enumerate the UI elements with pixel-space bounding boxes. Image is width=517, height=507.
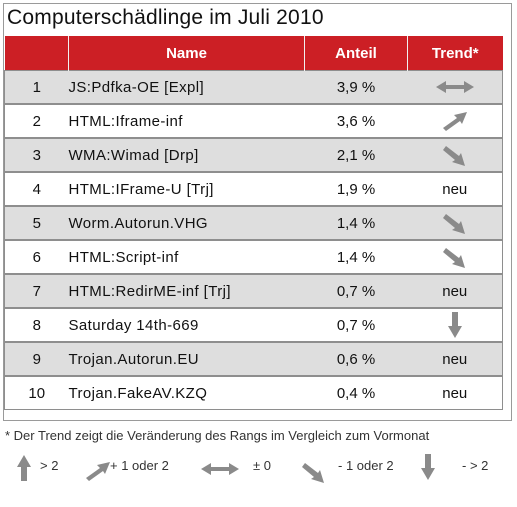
header-share: Anteil xyxy=(304,36,408,71)
name-cell: Trojan.Autorun.EU xyxy=(68,342,305,376)
name-cell: WMA:Wimad [Drp] xyxy=(68,138,305,172)
trend-cell: neu xyxy=(407,376,503,410)
header-trend: Trend* xyxy=(407,36,503,71)
rank-cell: 9 xyxy=(4,342,69,376)
arrow-both-icon xyxy=(201,463,239,475)
name-cell: Saturday 14th-669 xyxy=(68,308,305,342)
arrow-down-right-icon xyxy=(442,248,465,268)
share-cell: 1,4 % xyxy=(304,206,408,240)
share-cell: 3,9 % xyxy=(304,70,408,104)
arrow-up-right-icon xyxy=(86,462,110,481)
table-row: 3 WMA:Wimad [Drp] 2,1 % xyxy=(4,138,503,172)
arrow-both-icon xyxy=(435,81,474,94)
page-title: Computerschädlinge im Juli 2010 xyxy=(7,6,324,29)
rank-cell: 10 xyxy=(4,376,69,410)
table-row: 10 Trojan.FakeAV.KZQ 0,4 % neu xyxy=(4,376,503,410)
trend-cell xyxy=(407,70,503,104)
share-cell: 0,7 % xyxy=(304,308,408,342)
table-row: 5 Worm.Autorun.VHG 1,4 % xyxy=(4,206,503,240)
legend-label: > 2 xyxy=(40,458,59,473)
name-cell: HTML:IFrame-U [Trj] xyxy=(68,172,305,206)
arrow-down-icon xyxy=(421,454,435,480)
trend-new-label: neu xyxy=(442,384,468,402)
trend-cell: neu xyxy=(407,342,503,376)
arrow-down-right-icon xyxy=(442,214,465,234)
table-header-row: Name Anteil Trend* xyxy=(4,36,503,71)
name-cell: HTML:Script-inf xyxy=(68,240,305,274)
trend-legend: > 2 + 1 oder 2 ± 0 - 1 oder 2 - > 2 xyxy=(0,452,517,492)
legend-label: - 1 oder 2 xyxy=(338,458,394,473)
share-cell: 0,4 % xyxy=(304,376,408,410)
rank-cell: 4 xyxy=(4,172,69,206)
share-cell: 0,7 % xyxy=(304,274,408,308)
rank-cell: 7 xyxy=(4,274,69,308)
table-row: 4 HTML:IFrame-U [Trj] 1,9 % neu xyxy=(4,172,503,206)
share-cell: 1,4 % xyxy=(304,240,408,274)
trend-cell xyxy=(407,308,503,342)
legend-label: + 1 oder 2 xyxy=(110,458,169,473)
trend-new-label: neu xyxy=(442,180,468,198)
share-cell: 3,6 % xyxy=(304,104,408,138)
trend-cell: neu xyxy=(407,274,503,308)
legend-label: - > 2 xyxy=(462,458,489,473)
rank-cell: 2 xyxy=(4,104,69,138)
arrow-down-right-icon xyxy=(302,463,324,483)
table-row: 2 HTML:Iframe-inf 3,6 % xyxy=(4,104,503,138)
name-cell: Trojan.FakeAV.KZQ xyxy=(68,376,305,410)
legend-label: ± 0 xyxy=(253,458,271,473)
rank-cell: 3 xyxy=(4,138,69,172)
rank-cell: 8 xyxy=(4,308,69,342)
name-cell: HTML:RedirME-inf [Trj] xyxy=(68,274,305,308)
trend-cell xyxy=(407,206,503,240)
table-row: 8 Saturday 14th-669 0,7 % xyxy=(4,308,503,342)
rank-cell: 6 xyxy=(4,240,69,274)
trend-new-label: neu xyxy=(442,282,468,300)
arrow-down-right-icon xyxy=(442,146,465,166)
arrow-up-icon xyxy=(17,455,31,481)
trend-cell: neu xyxy=(407,172,503,206)
table-row: 7 HTML:RedirME-inf [Trj] 0,7 % neu xyxy=(4,274,503,308)
header-name: Name xyxy=(68,36,305,71)
rank-cell: 5 xyxy=(4,206,69,240)
table-row: 1 JS:Pdfka-OE [Expl] 3,9 % xyxy=(4,70,503,104)
trend-cell xyxy=(407,138,503,172)
trend-cell xyxy=(407,240,503,274)
ranking-table: Name Anteil Trend* 1 JS:Pdfka-OE [Expl] 3,… xyxy=(4,36,503,410)
footnote: * Der Trend zeigt die Veränderung des Ra… xyxy=(5,428,430,443)
name-cell: HTML:Iframe-inf xyxy=(68,104,305,138)
share-cell: 0,6 % xyxy=(304,342,408,376)
arrow-up-right-icon xyxy=(442,112,467,131)
header-rank xyxy=(4,36,69,71)
trend-new-label: neu xyxy=(442,350,468,368)
trend-cell xyxy=(407,104,503,138)
share-cell: 2,1 % xyxy=(304,138,408,172)
name-cell: JS:Pdfka-OE [Expl] xyxy=(68,70,305,104)
arrow-down-icon xyxy=(447,311,462,338)
rank-cell: 1 xyxy=(4,70,69,104)
name-cell: Worm.Autorun.VHG xyxy=(68,206,305,240)
table-row: 9 Trojan.Autorun.EU 0,6 % neu xyxy=(4,342,503,376)
share-cell: 1,9 % xyxy=(304,172,408,206)
table-row: 6 HTML:Script-inf 1,4 % xyxy=(4,240,503,274)
